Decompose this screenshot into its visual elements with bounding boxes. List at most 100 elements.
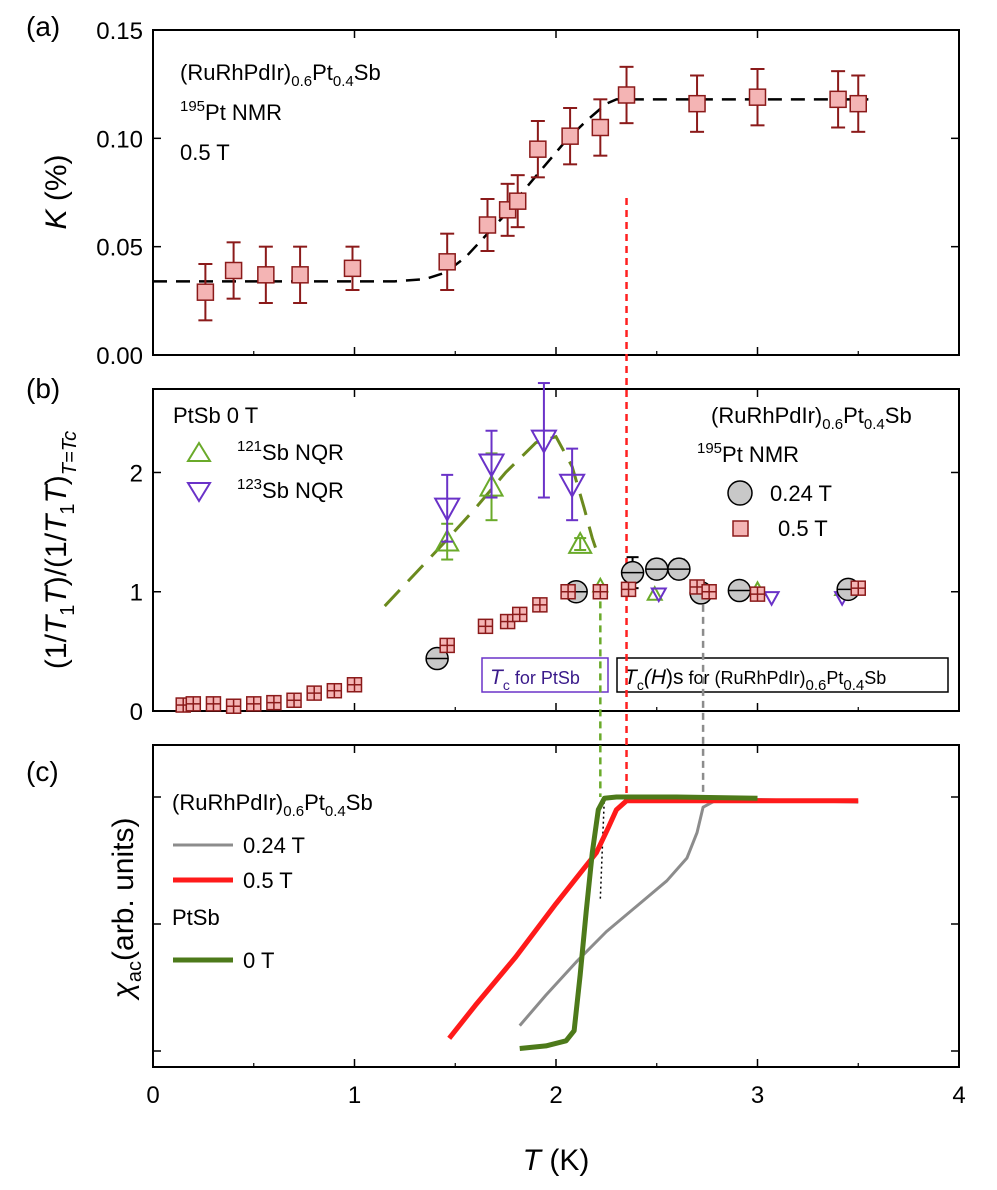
b-y-tick-label-1: 1 [130, 580, 143, 607]
a-point-15 [829, 70, 847, 129]
a-point-2 [257, 245, 275, 304]
x-tick-label-1: 1 [348, 1082, 361, 1109]
legend-right-nucleus: 195Pt NMR [697, 440, 799, 467]
b-s3-point-21 [850, 580, 866, 596]
b-s3-point-3 [225, 698, 242, 714]
a-point-1 [224, 241, 243, 300]
a-marker-14 [748, 88, 767, 106]
panel-c-ylabel: χac(arb. units) [107, 818, 146, 1002]
legend-123sb-marker [186, 482, 212, 503]
a-point-10 [561, 107, 579, 166]
a-marker-4 [343, 259, 362, 278]
panel-b-legend-right: (RuRhPdIr)0.6Pt0.4Sb 195Pt NMR 0.24 T 0.… [697, 403, 912, 541]
a-point-11 [591, 98, 610, 157]
a-marker-11 [591, 118, 610, 137]
a-marker-9 [529, 140, 547, 158]
legend-05t-label: 0.5 T [778, 516, 828, 541]
data-layer [153, 65, 869, 1051]
b-s3-point-5 [266, 694, 282, 711]
b-s3-point-17 [620, 581, 637, 598]
axes-layer: 0 1 2 3 4 0.00 0.05 0.10 0.15 0 1 2 [96, 18, 965, 1109]
panel-a-field: 0.5 T [180, 140, 230, 165]
a-point-4 [343, 245, 362, 291]
panel-a-ylabel: K (%) [40, 154, 73, 229]
a-point-0 [196, 263, 215, 322]
a-marker-8 [508, 192, 527, 210]
a-marker-3 [291, 266, 309, 284]
x-tick-label-0: 0 [146, 1082, 159, 1109]
panel-a-annotation: (RuRhPdIr)0.6Pt0.4Sb 195Pt NMR 0.5 T [180, 60, 381, 165]
c-line-2 [519, 794, 758, 1051]
c-line-0 [518, 798, 859, 1027]
b-s0-marker-0 [434, 528, 460, 552]
a-point-6 [478, 198, 497, 252]
b-s1-marker-2 [530, 429, 558, 455]
a-marker-1 [224, 261, 243, 280]
b-fit-curve [383, 434, 598, 608]
a-marker-13 [688, 94, 706, 113]
b-s1-point-5 [762, 591, 781, 607]
b-s0-marker-2 [567, 530, 593, 554]
panel-b-ylabel: (1/T1T)/(1/T1T)T=Tc [40, 431, 81, 669]
a-point-8 [508, 174, 527, 229]
b-s2-point-6 [727, 578, 752, 603]
panel-b-label: (b) [26, 373, 60, 404]
b-s3-point-1 [185, 696, 202, 712]
b-s1-point-1 [477, 429, 506, 499]
x-tick-label-4: 4 [952, 1082, 965, 1109]
b-s3-point-11 [477, 618, 494, 635]
b-s1-point-3 [558, 447, 586, 522]
b-s3-point-19 [701, 583, 717, 600]
b-s3-point-7 [306, 685, 322, 701]
a-point-13 [688, 74, 706, 133]
a-point-9 [529, 120, 547, 179]
b-y-tick-label-0: 0 [130, 699, 143, 726]
b-s3-point-16 [592, 583, 609, 600]
b-y-tick-label-2: 2 [130, 460, 143, 487]
tc-ptsb-text: Tc for PtSb [490, 666, 580, 693]
b-s1-marker-3 [558, 473, 586, 499]
panel-a-label: (a) [26, 11, 60, 42]
b-s3-point-20 [749, 586, 766, 602]
a-marker-2 [257, 266, 275, 284]
panel-a-nucleus: 195Pt NMR [180, 98, 282, 125]
tc-onset-dotted [599, 796, 637, 899]
b-s3-point-12 [499, 613, 516, 630]
legend-c-024t-label: 0.24 T [243, 833, 305, 858]
a-y-tick-label-1: 0.05 [96, 235, 143, 262]
a-point-12 [617, 65, 636, 125]
b-s3-point-6 [286, 692, 302, 709]
a-marker-12 [617, 86, 636, 104]
b-s1-point-0 [433, 473, 461, 543]
legend-c-ptsb-title: PtSb [172, 905, 220, 930]
b-s2-point-3 [645, 557, 669, 581]
a-marker-10 [561, 127, 579, 145]
b-s2-point-4 [667, 557, 691, 581]
panel-b-legend-left: PtSb 0 T 121Sb NQR 123Sb NQR [173, 403, 344, 503]
a-marker-16 [849, 94, 867, 113]
x-tick-label-3: 3 [751, 1082, 764, 1109]
a-point-5 [438, 232, 456, 291]
a-point-16 [849, 74, 867, 133]
legend-024t-marker [727, 480, 753, 506]
guides-layer [599, 198, 705, 899]
legend-05t-marker [732, 520, 749, 537]
a-marker-15 [829, 90, 847, 109]
a-y-tick-label-3: 0.15 [96, 18, 143, 45]
a-fit-curve [153, 98, 869, 283]
panel-c-label: (c) [26, 756, 59, 787]
legend-right-compound: (RuRhPdIr)0.6Pt0.4Sb [711, 403, 912, 433]
b-s0-point-4 [646, 585, 664, 601]
legend-c-05t-label: 0.5 T [243, 868, 293, 893]
b-s1-marker-5 [762, 591, 781, 607]
a-point-3 [291, 245, 309, 304]
b-s1-point-4 [650, 587, 668, 604]
b-s1-marker-4 [650, 587, 668, 604]
x-axis-label: T (K) [523, 1144, 590, 1177]
b-s1-marker-1 [477, 453, 506, 479]
b-s3-point-13 [511, 606, 528, 623]
b-s3-point-10 [439, 637, 455, 654]
a-point-14 [748, 68, 767, 127]
b-s3-point-14 [532, 597, 548, 613]
